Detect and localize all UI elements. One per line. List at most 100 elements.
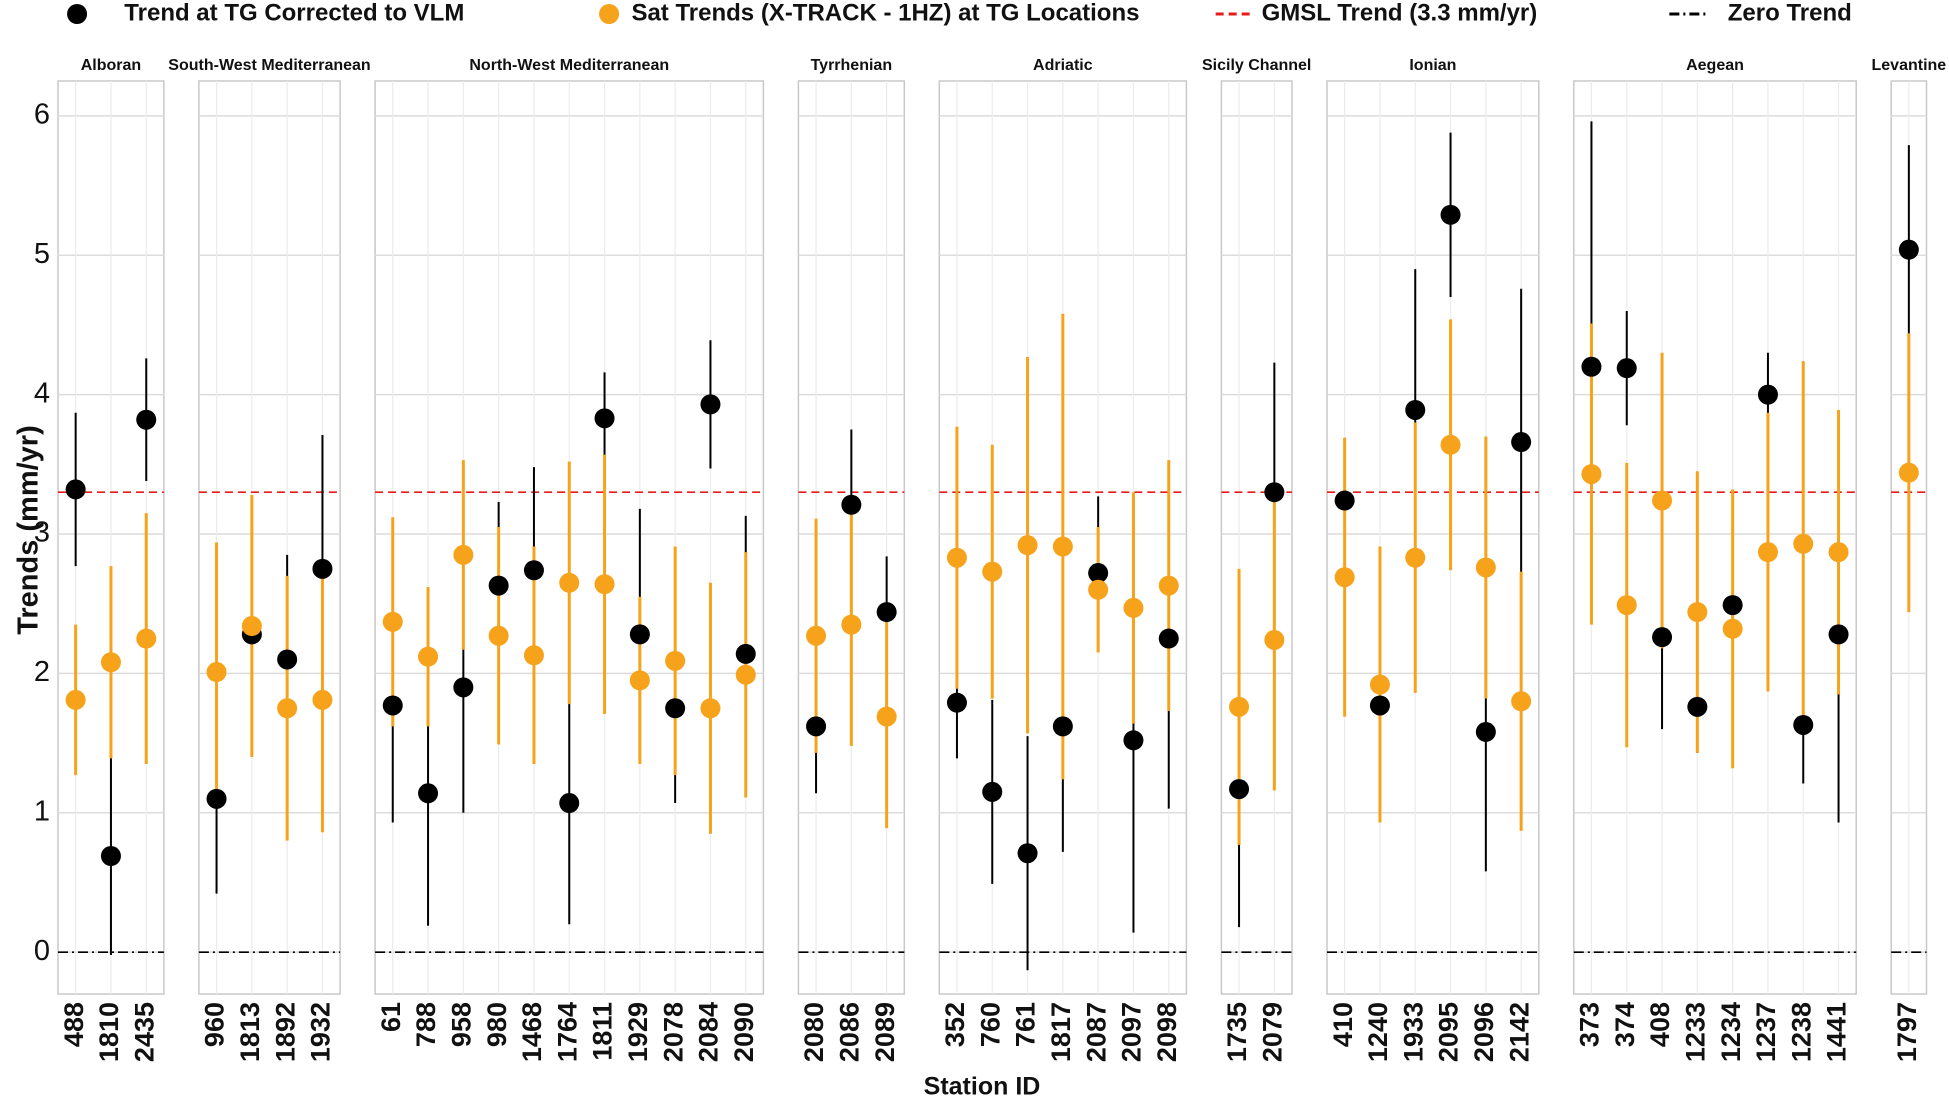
x-tick-label: 1811 bbox=[588, 1002, 618, 1061]
point bbox=[629, 670, 650, 691]
point bbox=[1440, 204, 1461, 225]
x-tick-label: 374 bbox=[1610, 1002, 1640, 1047]
x-tick-label: 1238 bbox=[1786, 1002, 1816, 1062]
point bbox=[1229, 779, 1250, 800]
point bbox=[136, 628, 157, 649]
point bbox=[1264, 482, 1285, 503]
point bbox=[523, 645, 544, 666]
point bbox=[665, 698, 686, 719]
legend-label: Zero Trend bbox=[1728, 0, 1852, 26]
y-tick-label: 1 bbox=[34, 795, 50, 827]
point bbox=[100, 846, 121, 867]
x-tick-label: 61 bbox=[376, 1002, 406, 1032]
x-tick-label: 1237 bbox=[1751, 1002, 1781, 1062]
point bbox=[136, 409, 157, 430]
x-tick-label: 2086 bbox=[834, 1002, 864, 1062]
point bbox=[1898, 462, 1919, 483]
point bbox=[488, 575, 509, 596]
point bbox=[65, 689, 86, 710]
point bbox=[1088, 579, 1109, 600]
point bbox=[559, 572, 580, 593]
point bbox=[1334, 490, 1355, 511]
x-tick-label: 2435 bbox=[129, 1002, 159, 1062]
point bbox=[418, 646, 439, 667]
point bbox=[277, 698, 298, 719]
facet-title: Levantine bbox=[1872, 57, 1947, 74]
y-tick-label: 4 bbox=[34, 377, 50, 409]
x-tick-label: 2097 bbox=[1117, 1002, 1147, 1062]
point bbox=[982, 781, 1003, 802]
x-tick-label: 410 bbox=[1328, 1002, 1358, 1047]
point bbox=[1687, 696, 1708, 717]
x-tick-label: 408 bbox=[1645, 1002, 1675, 1047]
x-tick-label: 1234 bbox=[1716, 1002, 1746, 1062]
point bbox=[700, 394, 721, 415]
point bbox=[1123, 730, 1144, 751]
point bbox=[277, 649, 298, 670]
panel bbox=[1220, 80, 1293, 995]
point bbox=[735, 643, 756, 664]
point bbox=[806, 716, 827, 737]
point bbox=[806, 625, 827, 646]
y-tick-label: 6 bbox=[34, 99, 50, 131]
point bbox=[1123, 597, 1144, 618]
x-tick-label: 761 bbox=[1011, 1002, 1041, 1047]
y-tick-label: 2 bbox=[34, 656, 50, 688]
y-tick-label: 0 bbox=[34, 935, 50, 967]
point bbox=[1158, 628, 1179, 649]
facet-title: South-West Mediterranean bbox=[168, 57, 370, 74]
point bbox=[453, 544, 474, 565]
point bbox=[1828, 624, 1849, 645]
point bbox=[312, 689, 333, 710]
point bbox=[876, 706, 897, 727]
point bbox=[559, 793, 580, 814]
point bbox=[1581, 356, 1602, 377]
x-tick-label: 2087 bbox=[1081, 1002, 1111, 1062]
point bbox=[735, 664, 756, 685]
point bbox=[1158, 575, 1179, 596]
x-tick-label: 1932 bbox=[306, 1002, 336, 1062]
y-tick-label: 3 bbox=[34, 517, 50, 549]
facet-title: Ionian bbox=[1409, 57, 1456, 74]
x-tick-label: 373 bbox=[1575, 1002, 1605, 1047]
point bbox=[1052, 536, 1073, 557]
facet-title: Sicily Channel bbox=[1202, 57, 1311, 74]
x-tick-label: 1468 bbox=[517, 1002, 547, 1062]
point bbox=[1898, 239, 1919, 260]
point bbox=[1264, 629, 1285, 650]
facet-title: Tyrrhenian bbox=[811, 57, 893, 74]
facet-title: North-West Mediterranean bbox=[469, 57, 669, 74]
point bbox=[1652, 490, 1673, 511]
point bbox=[1440, 434, 1461, 455]
point bbox=[382, 611, 403, 632]
point bbox=[1722, 618, 1743, 639]
point bbox=[1369, 674, 1390, 695]
point bbox=[982, 561, 1003, 582]
point bbox=[241, 616, 262, 637]
point bbox=[1017, 535, 1038, 556]
x-tick-label: 2079 bbox=[1257, 1002, 1287, 1062]
x-tick-label: 1892 bbox=[270, 1002, 300, 1062]
point bbox=[700, 698, 721, 719]
x-tick-label: 1735 bbox=[1222, 1002, 1252, 1062]
point bbox=[946, 547, 967, 568]
x-axis-title: Station ID bbox=[924, 1073, 1041, 1101]
x-tick-label: 2098 bbox=[1152, 1002, 1182, 1062]
legend-label: Trend at TG Corrected to VLM bbox=[124, 0, 464, 26]
point bbox=[312, 558, 333, 579]
x-tick-label: 1929 bbox=[623, 1002, 653, 1062]
y-tick-label: 5 bbox=[34, 238, 50, 270]
legend-marker bbox=[599, 4, 620, 24]
x-tick-label: 1813 bbox=[235, 1002, 265, 1062]
x-tick-label: 352 bbox=[940, 1002, 970, 1047]
legend-label: GMSL Trend (3.3 mm/yr) bbox=[1262, 0, 1538, 26]
point bbox=[453, 677, 474, 698]
point bbox=[665, 650, 686, 671]
x-tick-label: 2095 bbox=[1434, 1002, 1464, 1062]
point bbox=[523, 560, 544, 581]
x-tick-label: 2089 bbox=[870, 1002, 900, 1062]
point bbox=[1405, 399, 1426, 420]
x-tick-label: 2142 bbox=[1504, 1002, 1534, 1062]
point bbox=[1369, 695, 1390, 716]
